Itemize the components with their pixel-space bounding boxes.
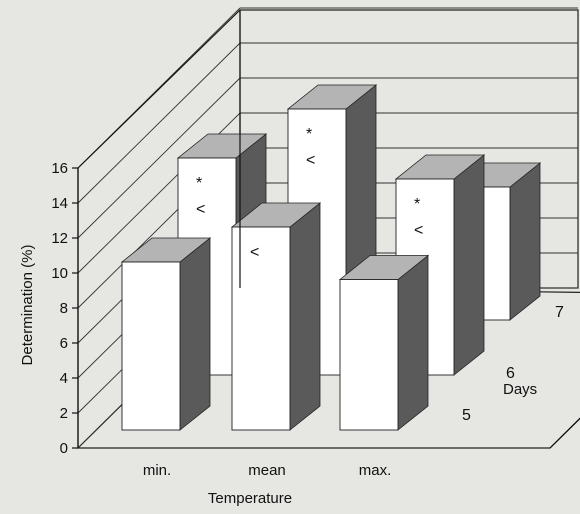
bar-side [509,162,541,321]
significance-marker: * [414,196,420,213]
chart-bars: * < * < * < < [120,84,542,431]
bar-side [397,254,429,431]
top-edge-line [77,9,241,169]
significance-marker: * [196,175,202,192]
side-gridline [77,77,241,239]
bar-side [289,202,321,431]
bar-front [121,261,181,431]
x-tick-label: mean [248,462,286,479]
x-tick-label: max. [359,462,392,479]
bar [338,254,430,431]
y-axis-label: Determination (%) [19,245,36,366]
y-tick-label: 8 [60,300,68,317]
bar-front [231,226,291,431]
y-tick-label: 4 [60,370,68,387]
bar-front [339,279,399,431]
bar-side [179,237,211,431]
bar: < [230,202,322,431]
bar [120,237,212,431]
significance-marker: < [250,244,259,261]
z-axis-line [549,417,580,449]
side-gridline [77,42,241,204]
y-tick-label: 14 [51,195,68,212]
chart-axes: 0 2 4 6 8 10 12 14 16 min. mean max. 5 6 7 [51,9,580,479]
significance-marker: < [196,201,205,218]
bar-side [453,154,485,376]
significance-marker: < [414,222,423,239]
z-axis-label: Days [503,381,537,398]
y-tick-label: 16 [51,160,68,177]
y-tick-label: 6 [60,335,68,352]
x-tick-label: min. [143,462,171,479]
x-axis-label: Temperature [208,490,292,507]
z-tick-label: 7 [555,304,564,321]
y-tick-label: 0 [60,440,68,457]
y-tick-label: 12 [51,230,68,247]
significance-marker: * [306,126,312,143]
z-tick-label: 6 [506,365,515,382]
y-tick-label: 10 [51,265,68,282]
z-tick-label: 5 [462,407,471,424]
significance-marker: < [306,152,315,169]
y-tick-label: 2 [60,405,68,422]
